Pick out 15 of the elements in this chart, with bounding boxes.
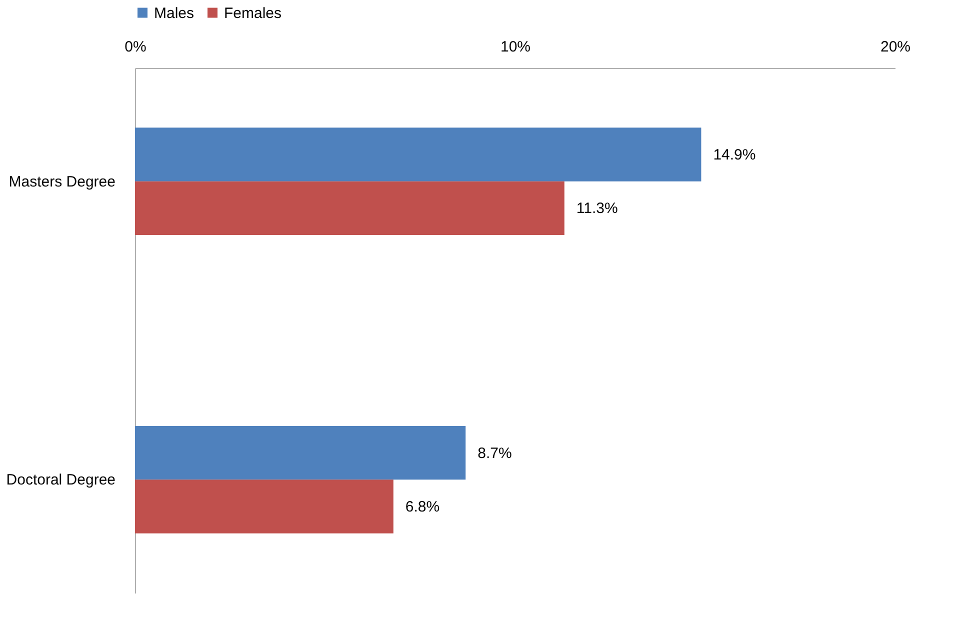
y-tick-label: Masters Degree: [8, 173, 116, 190]
x-tick-label: 10%: [500, 38, 531, 56]
legend-label: Males: [154, 4, 194, 22]
x-tick-label: 20%: [880, 38, 911, 56]
bar: [135, 480, 394, 534]
data-label: 14.9%: [713, 146, 756, 164]
y-tick-label: Doctoral Degree: [6, 472, 116, 489]
bar: [135, 426, 466, 480]
data-label: 8.7%: [478, 444, 512, 462]
bar: [135, 128, 702, 182]
data-label: 11.3%: [576, 200, 618, 218]
bar: [135, 181, 564, 236]
legend-label: Females: [224, 4, 282, 22]
data-label: 6.8%: [405, 498, 440, 516]
x-tick-label: 0%: [124, 38, 146, 56]
